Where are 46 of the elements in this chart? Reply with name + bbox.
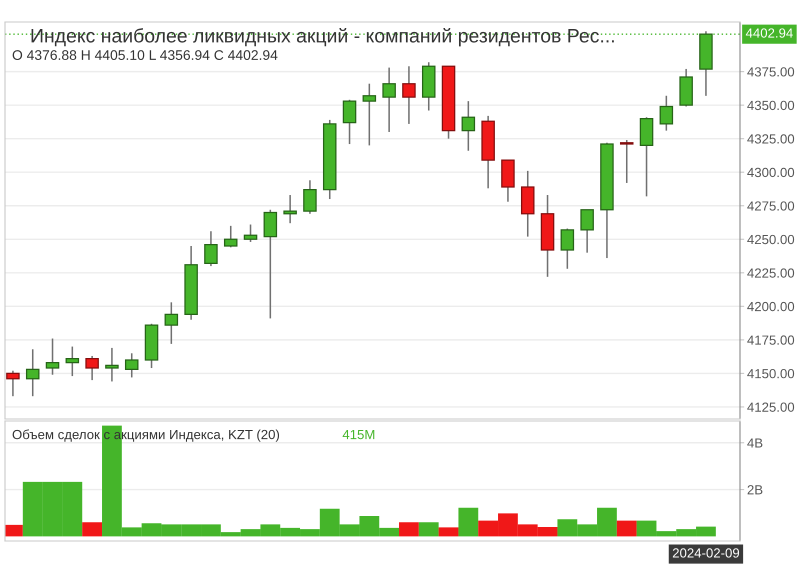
candlestick <box>204 230 218 267</box>
y-tick-label: 4250.00 <box>747 234 794 244</box>
bar <box>399 522 419 536</box>
y-tick-label: 4375.00 <box>747 67 794 77</box>
bar <box>418 522 439 536</box>
candlestick <box>105 347 119 382</box>
candlestick <box>124 352 138 378</box>
candlestick <box>6 370 20 397</box>
candlestick <box>46 338 60 376</box>
ref-line-label: 4402.94 <box>746 28 793 38</box>
y-tick-label: 4125.00 <box>747 402 794 412</box>
bar <box>616 520 637 536</box>
candlestick <box>402 65 416 125</box>
y-tick-label: 4350.00 <box>747 100 794 110</box>
candlestick <box>620 139 634 184</box>
y-tick-label: 4200.00 <box>747 302 794 312</box>
candlestick <box>580 209 594 254</box>
y-tick-label: 4300.00 <box>747 168 794 178</box>
candlestick <box>224 225 238 248</box>
y-tick-label: 4B <box>747 438 762 448</box>
y-tick-label: 4225.00 <box>747 268 794 278</box>
candlestick <box>244 224 258 243</box>
candlestick <box>26 348 40 397</box>
y-tick-label: 4150.00 <box>747 368 794 378</box>
y-tick-label: 4175.00 <box>747 335 794 345</box>
candlestick <box>342 99 356 145</box>
candlestick <box>283 194 297 224</box>
bar <box>82 522 102 536</box>
candlestick <box>462 100 476 152</box>
candlestick <box>85 355 99 381</box>
y-tick-label: 2B <box>748 485 762 494</box>
text: O 4376.88 H 4405.10 L 4356.94 C 4402.94 <box>12 50 278 60</box>
candlestick <box>303 180 317 215</box>
candlestick <box>560 228 574 270</box>
bar <box>438 527 458 536</box>
candlestick <box>660 95 674 132</box>
candlestick <box>362 82 376 146</box>
y-tick-label: 4325.00 <box>747 134 794 144</box>
x-tick-label: 2024-02-09 <box>672 548 740 558</box>
chart-title: Индекс наиболее ликвидных акций - компаний резидентов Рес... <box>32 28 614 46</box>
bar <box>458 508 478 536</box>
candlestick <box>382 66 396 133</box>
candlestick <box>66 346 80 377</box>
y-tick-label: 4275.00 <box>747 201 794 211</box>
annotation: 415M <box>342 430 374 440</box>
candlestick <box>164 302 178 345</box>
